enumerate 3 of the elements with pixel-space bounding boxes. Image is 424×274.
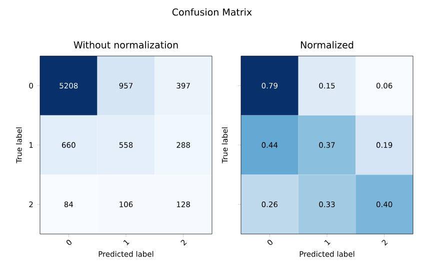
text: Confusion Matrix [172,8,252,16]
chart-title: Normalized [300,41,354,48]
chart-title: Without normalization [74,41,178,48]
